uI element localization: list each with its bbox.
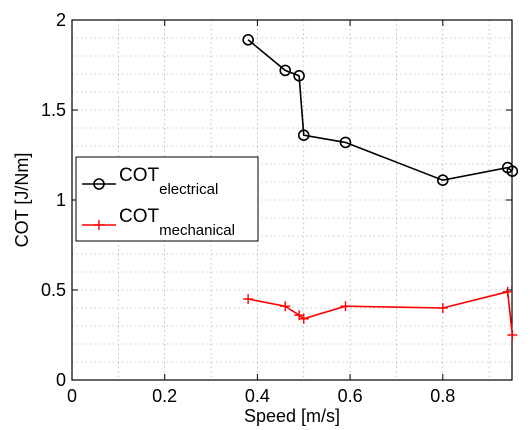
y-tick-label: 1.5	[41, 100, 66, 120]
data-point-electrical	[297, 129, 310, 141]
data-point-mechanical	[243, 294, 254, 304]
data-point-mechanical	[298, 313, 309, 324]
series-line-mechanical	[247, 290, 514, 336]
legend-box	[75, 156, 259, 242]
y-tick-label: 2	[56, 10, 66, 30]
series-electrical	[242, 33, 519, 186]
data-point-mechanical	[507, 330, 518, 340]
data-point-electrical	[436, 174, 449, 186]
x-tick-label: 0.6	[338, 386, 363, 406]
data-point-electrical	[279, 64, 292, 77]
y-tick-label: 0.5	[41, 280, 66, 300]
legend-marker	[93, 178, 105, 190]
series-line-electrical	[247, 39, 513, 182]
series-mechanical	[243, 286, 518, 340]
legend-label-subscript: mechanical	[159, 222, 235, 239]
y-tick-label: 0	[56, 370, 66, 390]
x-tick-label: 0.4	[245, 386, 270, 406]
legend-marker	[94, 220, 104, 230]
y-axis-label: COT [J/Nm]	[12, 153, 32, 248]
data-point-electrical	[506, 165, 519, 177]
x-tick-label: 0	[67, 386, 77, 406]
data-point-electrical	[293, 70, 305, 82]
data-point-mechanical	[340, 301, 351, 312]
x-tick-label: 0.2	[152, 386, 177, 406]
data-point-mechanical	[280, 301, 291, 312]
x-tick-label: 0.8	[430, 386, 455, 406]
y-tick-label: 1	[56, 190, 66, 210]
series-group	[242, 33, 519, 340]
data-point-electrical	[339, 136, 352, 149]
axis-ticks: 00.20.40.60.8100.511.52	[41, 10, 531, 406]
data-point-mechanical	[437, 303, 448, 313]
x-axis-label: Speed [m/s]	[244, 406, 340, 426]
data-point-electrical	[242, 33, 254, 46]
legend-label-subscript: electrical	[159, 181, 218, 198]
data-point-mechanical	[502, 286, 513, 297]
